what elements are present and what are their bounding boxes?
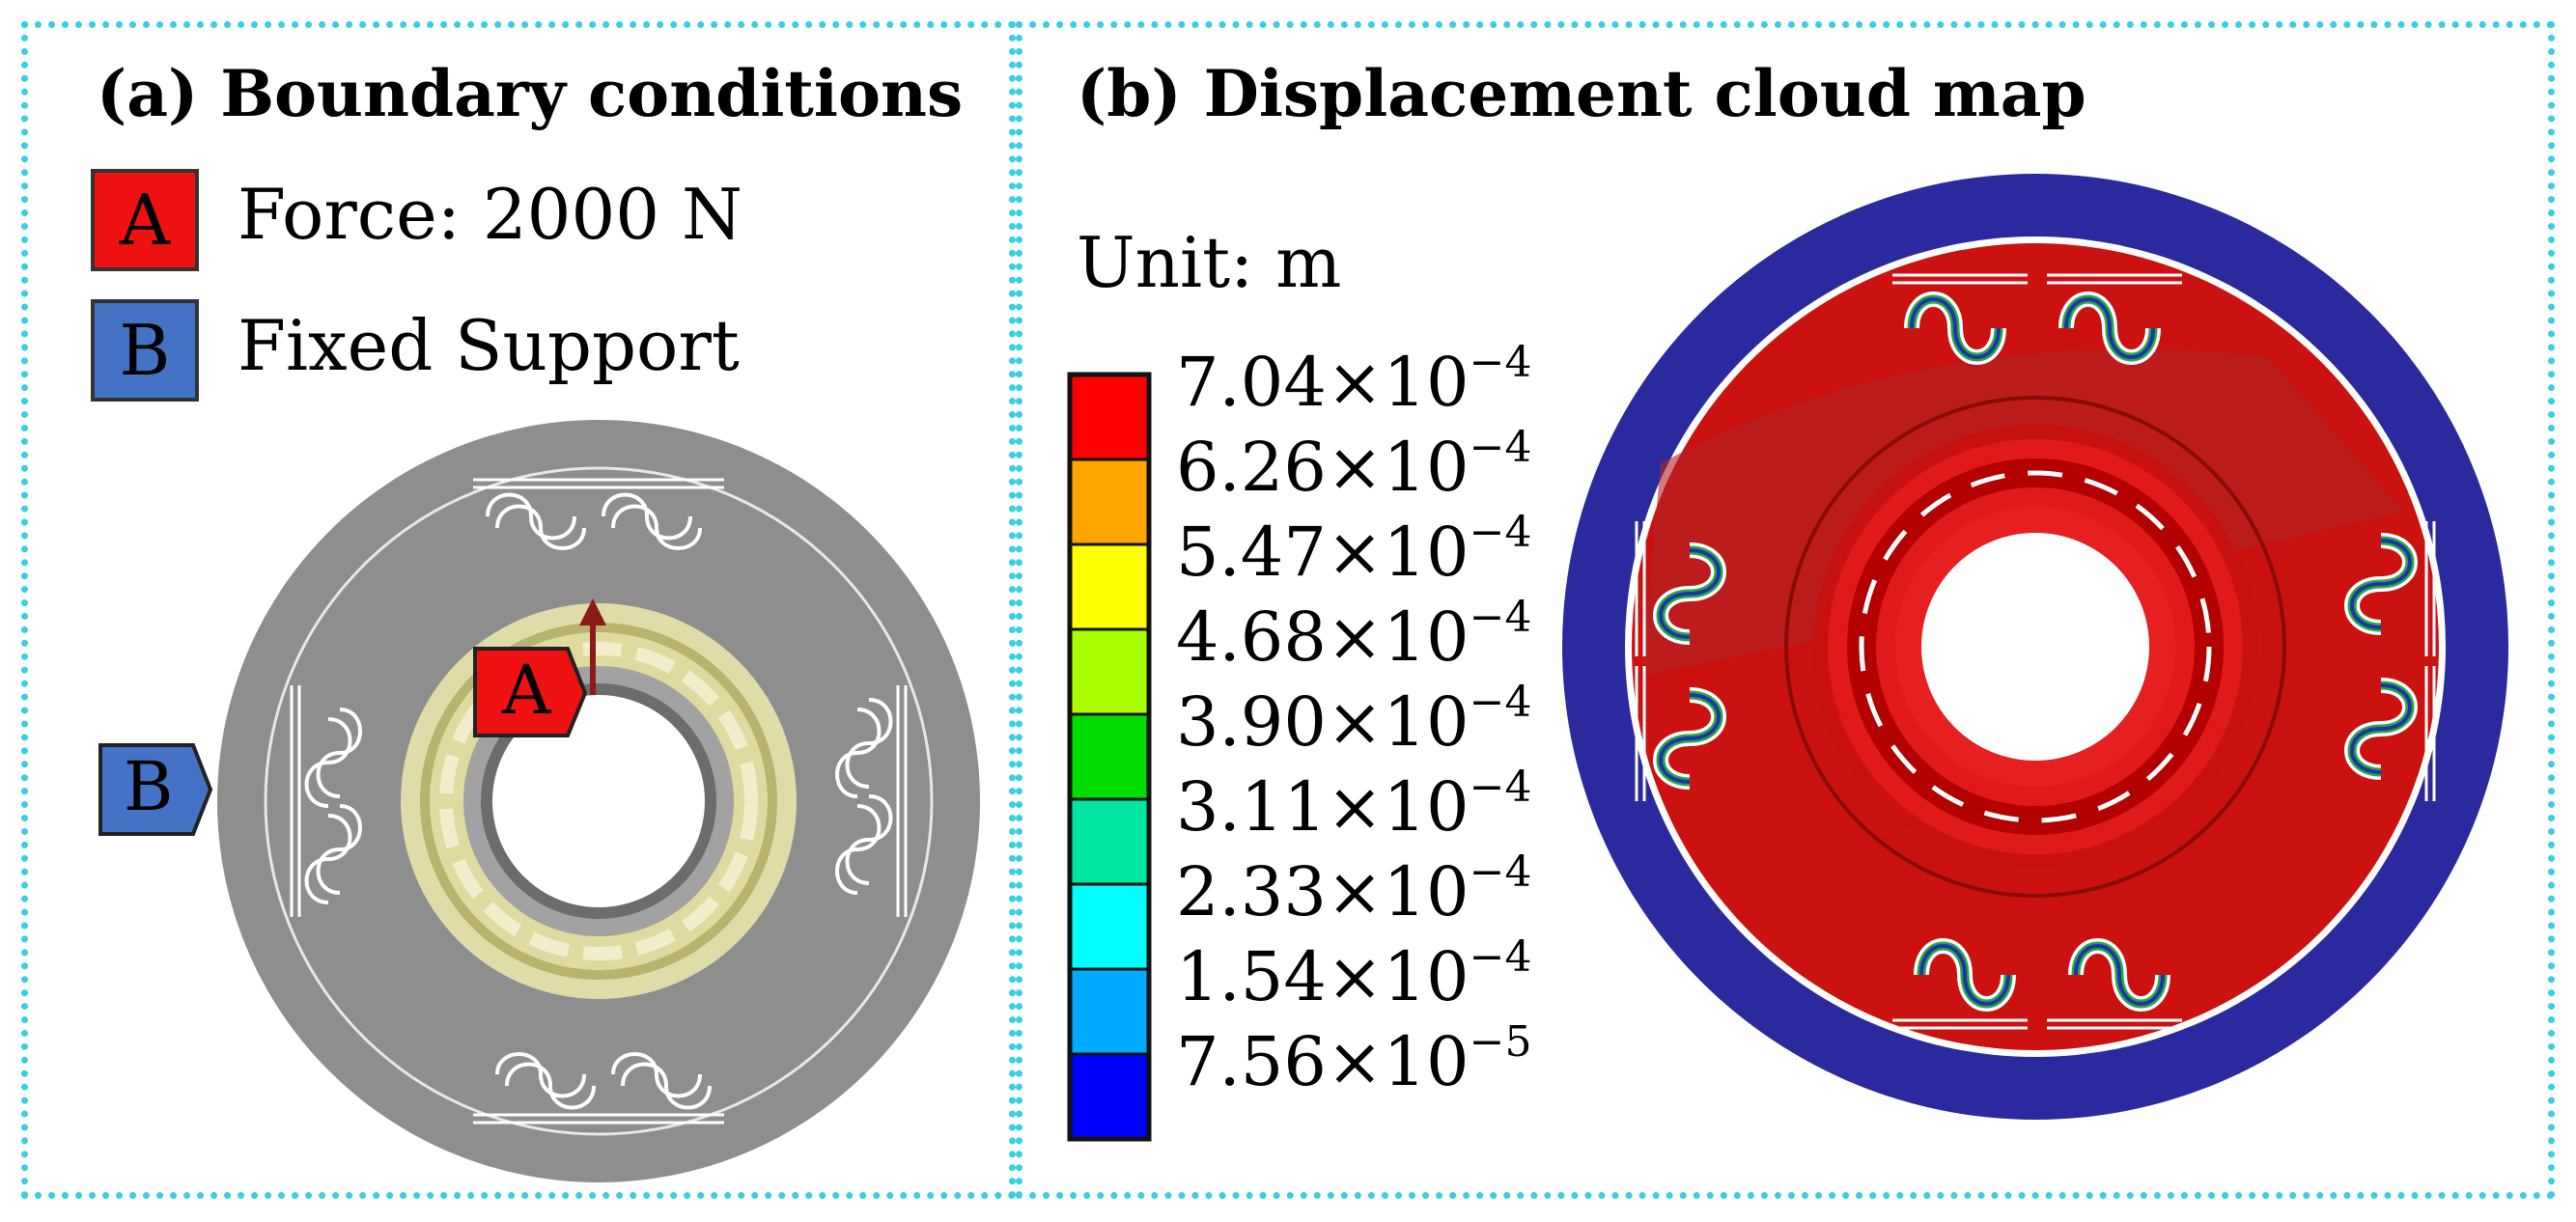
tag-b-label: B [124,747,174,826]
scale-label: 3.11×10−4 [1176,763,1532,842]
scale-segment [1068,1052,1151,1141]
scale-label-mantissa: 6.26×10 [1176,428,1470,507]
scale-label-mantissa: 3.90×10 [1176,682,1470,762]
scale-label-exponent: −4 [1469,593,1532,642]
scale-label-exponent: −4 [1469,508,1532,557]
displacement-model [1562,174,2508,1120]
scale-label-exponent: −4 [1469,338,1532,387]
scale-label: 1.54×10−4 [1176,936,1531,1012]
panel-boundary-conditions [21,21,1016,1199]
scale-label-exponent: −4 [1469,763,1532,812]
scale-label-mantissa: 3.11×10 [1176,767,1470,847]
scale-label-mantissa: 5.47×10 [1176,513,1470,592]
scale-label-exponent: −4 [1469,932,1532,982]
scale-bar-frame [1067,372,1152,1142]
scale-label-mantissa: 2.33×10 [1176,852,1470,931]
scale-label-mantissa: 7.04×10 [1176,343,1470,422]
scale-label: 4.68×10−4 [1176,597,1531,672]
scale-label: 6.26×10−4 [1176,427,1531,502]
scale-label-exponent: −4 [1469,423,1532,472]
scale-label-mantissa: 7.56×10 [1176,1022,1470,1101]
legend-label-force: Force: 2000 N [238,174,742,255]
gray-housing-model [217,420,980,1182]
force-arrow [579,598,606,695]
scale-unit: Unit: m [1077,222,1342,303]
scale-label-exponent: −4 [1469,847,1532,897]
scale-label: 3.90×10−4 [1176,678,1532,757]
scale-label-mantissa: 1.54×10 [1176,937,1470,1016]
legend-marker-b: B [91,299,199,402]
scale-label: 5.47×10−4 [1176,512,1531,587]
scale-label: 2.33×10−4 [1176,851,1531,927]
scale-label: 7.04×10−4 [1176,342,1531,417]
tag-a-label: A [502,651,551,730]
scale-label-mantissa: 4.68×10 [1176,597,1470,677]
tag-b-shape [98,743,213,836]
panel-b-title: (b) Displacement cloud map [1077,56,2086,131]
color-scale-bar [1067,372,1152,1142]
scale-label-exponent: −4 [1469,678,1532,727]
panel-a-title: (a) Boundary conditions [97,56,964,131]
legend-label-fixed: Fixed Support [238,305,740,386]
scale-label-exponent: −5 [1469,1017,1532,1067]
legend-marker-a: A [91,169,199,271]
scale-segment [1068,627,1151,716]
tag-a-shape [473,647,588,737]
panel-displacement-map [1016,21,2555,1199]
scale-label: 7.56×10−5 [1176,1021,1531,1097]
